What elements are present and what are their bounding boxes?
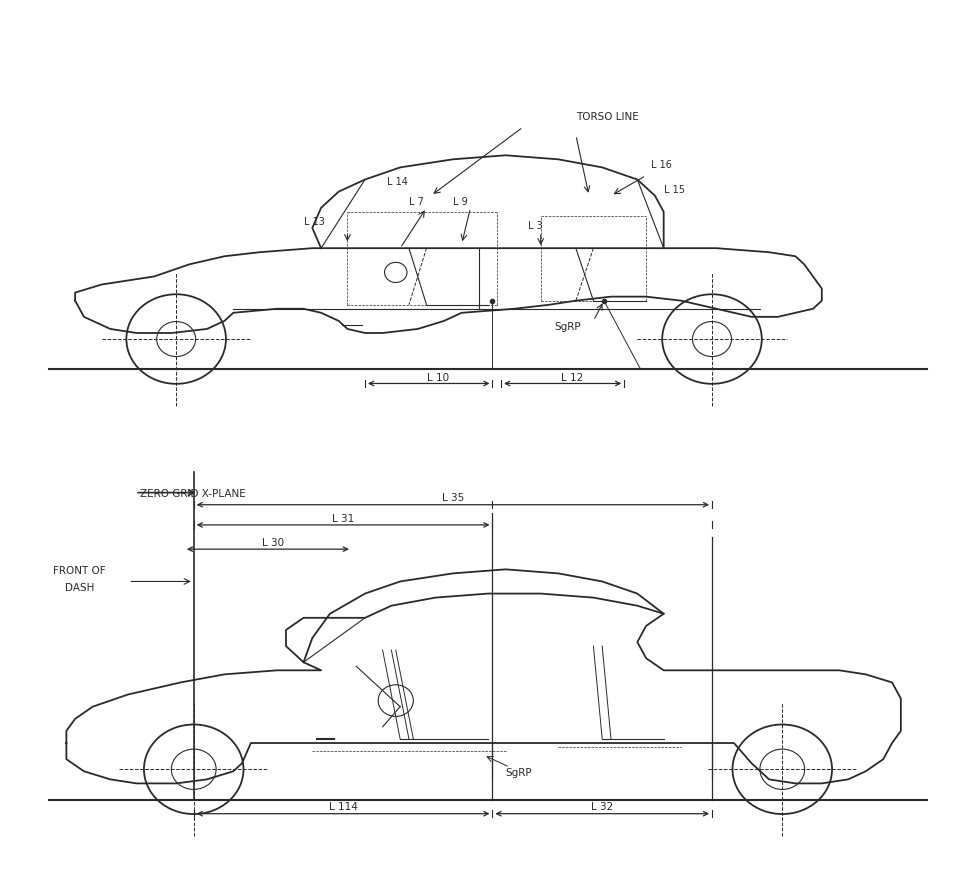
Text: FRONT OF: FRONT OF <box>54 566 105 575</box>
Text: SgRP: SgRP <box>506 767 532 777</box>
Text: ZERO GRID X-PLANE: ZERO GRID X-PLANE <box>141 488 246 498</box>
Text: L 16: L 16 <box>651 160 671 170</box>
Text: L 9: L 9 <box>453 196 468 206</box>
Text: L 35: L 35 <box>442 493 464 503</box>
Text: L 10: L 10 <box>427 373 450 382</box>
Text: L 12: L 12 <box>561 373 584 382</box>
Text: SgRP: SgRP <box>554 322 581 332</box>
Text: L 3: L 3 <box>528 221 543 231</box>
Text: L 15: L 15 <box>664 184 685 195</box>
Text: L 32: L 32 <box>591 802 613 811</box>
Text: L 7: L 7 <box>409 196 424 206</box>
Text: L 30: L 30 <box>262 537 284 547</box>
Text: L 114: L 114 <box>329 802 357 811</box>
Text: L 14: L 14 <box>387 176 408 186</box>
Text: DASH: DASH <box>64 581 95 592</box>
Text: L 31: L 31 <box>332 513 354 523</box>
Text: L 13: L 13 <box>304 217 324 226</box>
Text: TORSO LINE: TORSO LINE <box>576 111 638 122</box>
